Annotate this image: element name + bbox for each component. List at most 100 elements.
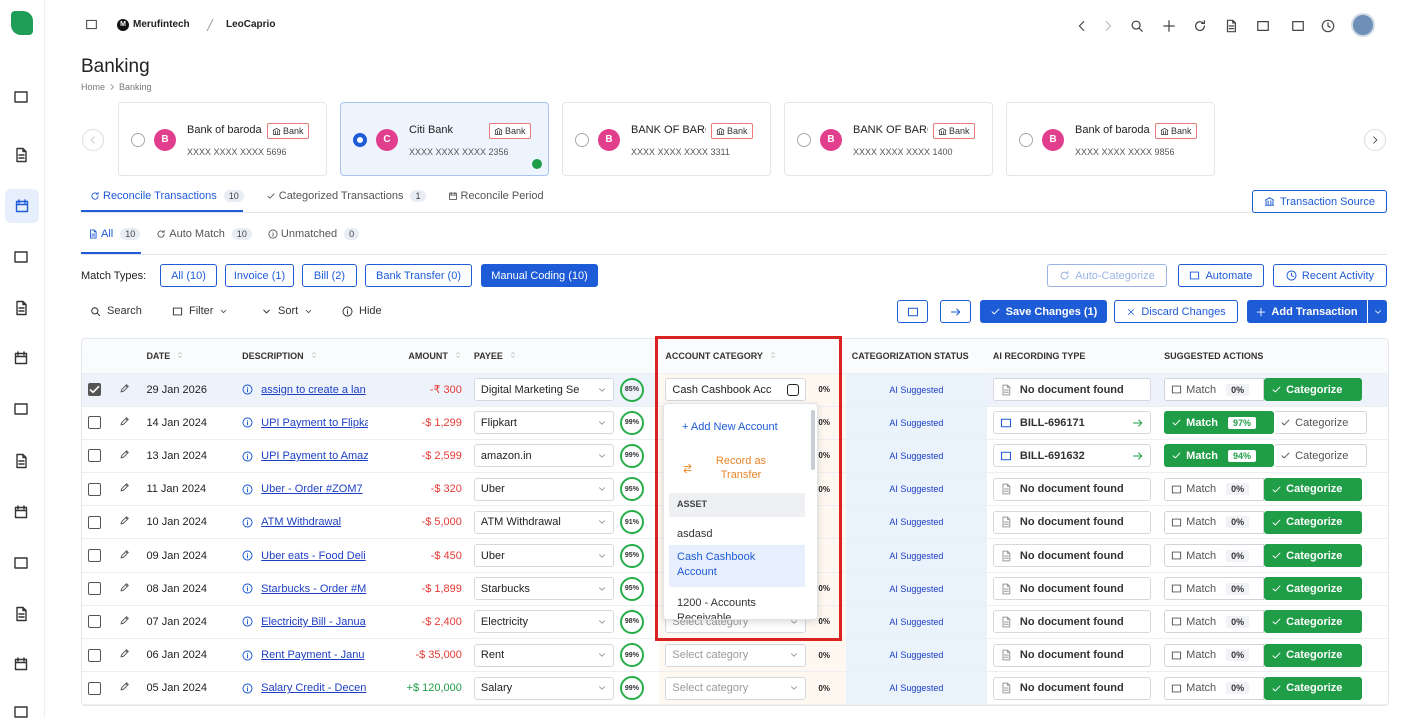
category-select[interactable]: Select category [665,643,807,667]
action-button[interactable]: Recent Activity [1273,264,1387,287]
toolbar-item[interactable]: Hide [342,305,382,317]
topbar-icon[interactable] [1162,19,1176,36]
subtab[interactable]: Auto Match 10 [156,228,252,240]
edit-button[interactable] [119,483,130,496]
categorize-button[interactable]: Categorize [1264,544,1363,568]
payee-select[interactable]: Flipkart [473,411,614,435]
edit-button[interactable] [119,582,130,596]
row-checkbox[interactable] [88,582,101,596]
description-link[interactable]: Salary Credit - Decen [261,682,367,695]
match-button[interactable]: Match 97% [1164,411,1275,435]
edit-button[interactable] [119,682,130,695]
match-button[interactable]: Match 0% [1164,544,1265,568]
category-select[interactable]: Select category [665,676,807,700]
recording-box[interactable]: BILL-696171 [992,411,1151,435]
toolbar-item[interactable]: Filter [172,305,228,317]
transfer-option[interactable]: Record as Transfer [682,454,771,482]
carousel-next[interactable] [1364,129,1386,151]
categorize-button[interactable]: Categorize [1264,477,1363,501]
org-name[interactable]: Merufintech [133,19,190,30]
add-transaction-button[interactable]: Add Transaction [1247,300,1367,323]
subtab[interactable]: All 10 [88,228,141,240]
topbar-icon[interactable] [1193,19,1207,36]
bank-card[interactable]: B Bank of baroda Bank XXXX XXXX XXXX 5696 [118,102,327,176]
recording-box[interactable]: BILL-691632 [992,444,1151,468]
payee-select[interactable]: Starbucks [473,577,614,601]
match-type-filter[interactable]: All (10) [160,264,217,287]
match-button[interactable]: Match 0% [1164,643,1265,667]
tab[interactable]: Reconcile Transactions 10 [90,190,244,202]
sidebar-toggle[interactable] [85,18,98,34]
tab[interactable]: Reconcile Period [448,190,544,202]
bank-card[interactable]: B Bank of baroda Bank XXXX XXXX XXXX 9856 [1006,102,1215,176]
discard-changes-button[interactable]: Discard Changes [1114,300,1238,323]
description-link[interactable]: Electricity Bill - Janua [261,615,366,628]
description-link[interactable]: Starbucks - Order #M [261,582,367,595]
edit-button[interactable] [119,450,130,463]
description-link[interactable]: UPI Payment to Amaz [261,450,369,463]
edit-button[interactable] [119,516,130,529]
payee-select[interactable]: Digital Marketing Se [473,378,614,402]
row-checkbox[interactable] [88,615,101,629]
row-checkbox[interactable] [88,482,101,496]
subtab[interactable]: Unmatched 0 [268,228,360,240]
topbar-icon[interactable] [1291,19,1305,36]
description-link[interactable]: assign to create a lan [261,383,366,396]
categorize-button[interactable]: Categorize [1274,411,1368,435]
match-button[interactable]: Match 0% [1164,477,1265,501]
row-checkbox[interactable] [88,681,101,695]
categorize-button[interactable]: Categorize [1264,510,1363,534]
payee-select[interactable]: amazon.in [473,444,614,468]
breadcrumb-item[interactable]: Home [81,82,106,92]
add-account-option[interactable]: + Add New Account [682,421,778,433]
action-button[interactable]: Auto-Categorize [1047,264,1167,287]
topbar-icon[interactable] [1075,19,1089,36]
toolbar-item[interactable]: Search [90,305,142,317]
match-button[interactable]: Match 0% [1164,676,1265,700]
toolbar-item[interactable]: Sort [261,305,313,317]
user-name[interactable]: LeoCaprio [226,19,276,30]
categorize-button[interactable]: Categorize [1264,577,1363,601]
description-link[interactable]: UPI Payment to Flipka [261,416,369,429]
bank-card[interactable]: C Citi Bank Bank XXXX XXXX XXXX 2356 [340,102,549,176]
categorize-button[interactable]: Categorize [1264,643,1363,667]
row-checkbox[interactable] [88,383,101,397]
icon-button[interactable] [940,300,971,323]
match-button[interactable]: Match 0% [1164,510,1265,534]
category-select[interactable]: Cash Cashbook Acc [665,378,807,402]
payee-select[interactable]: ATM Withdrawal [473,510,614,534]
payee-select[interactable]: Salary [473,676,614,700]
account-option[interactable]: Cash Cashbook Account [669,545,805,587]
topbar-icon[interactable] [1256,19,1270,36]
match-type-filter[interactable]: Manual Coding (10) [481,264,598,287]
account-option[interactable]: asdasd [677,528,713,540]
row-checkbox[interactable] [88,449,101,463]
match-button[interactable]: Match 0% [1164,577,1265,601]
payee-select[interactable]: Uber [473,477,614,501]
edit-button[interactable] [119,616,130,629]
add-transaction-menu[interactable] [1368,300,1387,323]
match-button[interactable]: Match 0% [1164,610,1265,634]
topbar-icon[interactable] [1101,19,1115,36]
icon-button[interactable] [897,300,928,323]
categorize-button[interactable]: Categorize [1274,444,1368,468]
bank-card[interactable]: B BANK OF BARODA Bank XXXX XXXX XXXX 1400 [784,102,993,176]
account-option[interactable]: 1200 - Accounts Receivable [677,597,756,620]
categorize-button[interactable]: Categorize [1264,378,1363,402]
edit-button[interactable] [119,417,130,430]
row-checkbox[interactable] [88,515,101,529]
carousel-prev[interactable] [82,129,104,151]
edit-button[interactable] [119,549,130,563]
avatar[interactable] [1351,13,1375,37]
edit-button[interactable] [119,649,130,662]
match-button[interactable]: Match 0% [1164,378,1265,402]
description-link[interactable]: Uber - Order #ZOM7 [261,483,363,496]
description-link[interactable]: Uber eats - Food Deli [261,549,366,562]
topbar-icon[interactable] [1130,19,1144,36]
payee-select[interactable]: Rent [473,643,614,667]
description-link[interactable]: Rent Payment - Janu [261,649,365,662]
topbar-icon[interactable] [1224,19,1238,36]
bank-card[interactable]: B BANK OF BARODA Bank XXXX XXXX XXXX 3311 [562,102,771,176]
match-type-filter[interactable]: Bill (2) [302,264,357,287]
edit-button[interactable] [119,383,130,397]
